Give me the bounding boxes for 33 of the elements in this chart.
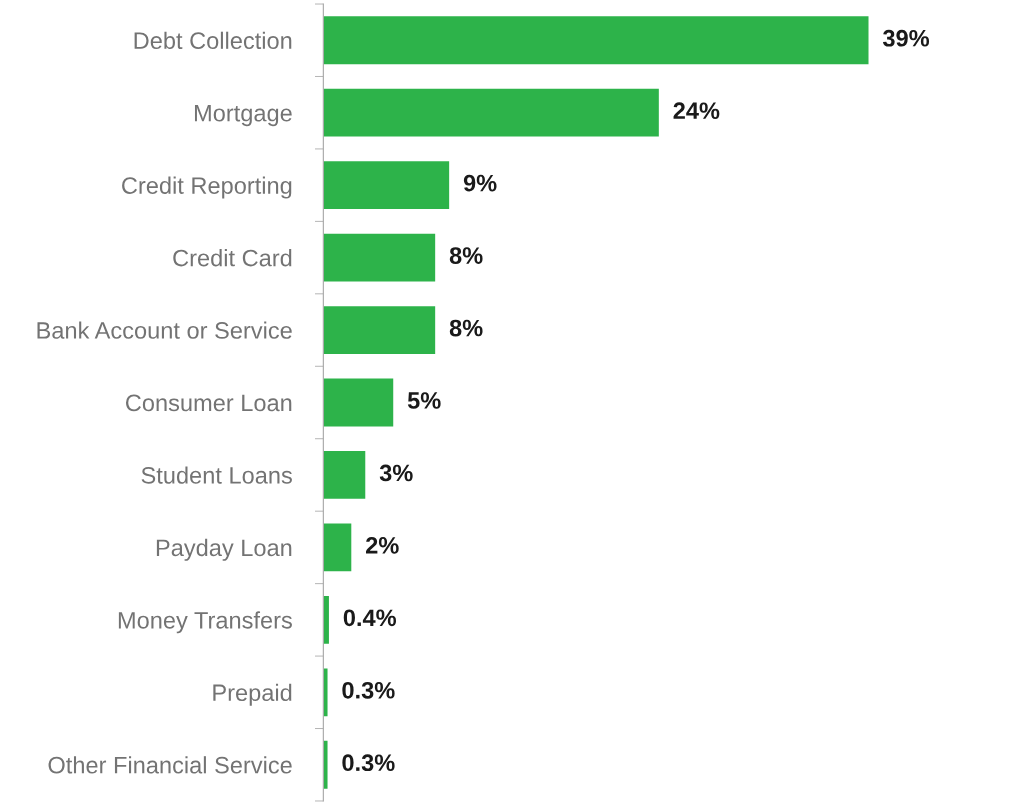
bar bbox=[323, 88, 659, 137]
data-label: 3% bbox=[379, 464, 413, 482]
bar bbox=[323, 740, 328, 789]
data-label: 0.3% bbox=[342, 681, 395, 699]
bar bbox=[323, 451, 366, 499]
y-tick-label: Payday Loan bbox=[156, 538, 292, 561]
y-tick-label: Bank Account or Service bbox=[37, 321, 292, 339]
y-tick-label: Other Financial Service bbox=[48, 756, 292, 774]
bar bbox=[323, 595, 329, 644]
bar bbox=[323, 161, 450, 210]
bar bbox=[323, 668, 328, 717]
data-label: 8% bbox=[449, 247, 483, 264]
y-tick-label: Mortgage bbox=[194, 105, 292, 127]
y-tick-label: Consumer Loan bbox=[126, 394, 292, 412]
bar bbox=[323, 233, 436, 282]
y-tick-label: Credit Card bbox=[173, 249, 292, 267]
y-tick-label: Debt Collection bbox=[134, 31, 292, 50]
bar bbox=[323, 306, 436, 354]
data-label: 0.3% bbox=[342, 754, 395, 772]
y-tick-label: Prepaid bbox=[213, 683, 292, 706]
bar bbox=[323, 523, 352, 572]
data-label: 24% bbox=[673, 102, 720, 119]
y-tick-label: Money Transfers bbox=[118, 611, 292, 634]
bar bbox=[323, 16, 869, 65]
data-label: 0.4% bbox=[343, 609, 397, 627]
y-tick-label: Student Loans bbox=[141, 466, 292, 484]
y-tick-label: Credit Reporting bbox=[122, 176, 292, 199]
bar bbox=[323, 378, 394, 427]
data-label: 5% bbox=[407, 392, 441, 409]
data-label: 9% bbox=[463, 174, 497, 192]
data-label: 39% bbox=[882, 29, 930, 47]
data-label: 2% bbox=[366, 537, 399, 554]
data-label: 8% bbox=[449, 319, 483, 337]
